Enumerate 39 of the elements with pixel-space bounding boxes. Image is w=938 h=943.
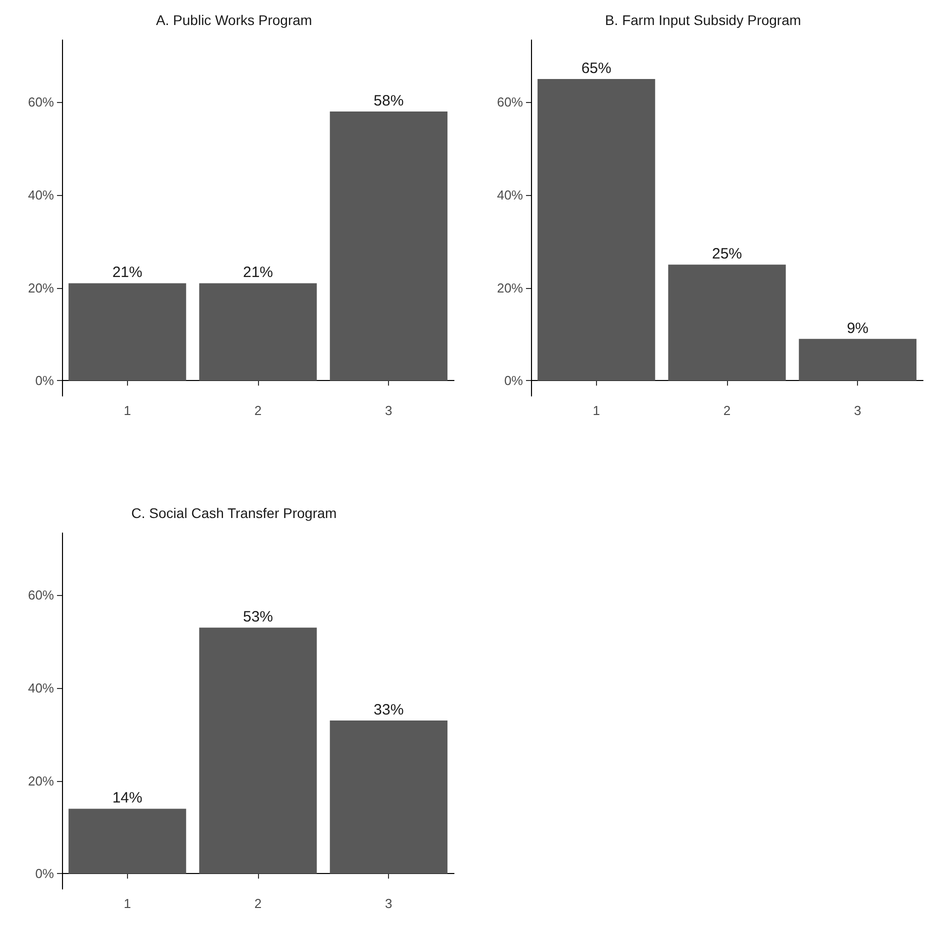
data-label: 21% xyxy=(112,264,142,282)
chart-title: B. Farm Input Subsidy Program xyxy=(604,12,802,28)
x-tick-label: 3 xyxy=(385,403,392,418)
y-tick-label: 0% xyxy=(504,373,524,388)
y-tick-label: 40% xyxy=(28,680,54,696)
chart-title: A. Public Works Program xyxy=(156,12,312,28)
data-label: 9% xyxy=(846,320,869,337)
y-tick-label: 60% xyxy=(496,94,524,110)
data-label: 53% xyxy=(242,608,274,626)
y-tick-label: 40% xyxy=(496,188,524,203)
bar xyxy=(330,720,448,874)
bar xyxy=(798,338,916,381)
bar xyxy=(668,264,786,381)
y-tick-label: 20% xyxy=(496,280,524,296)
data-label: 25% xyxy=(712,246,742,263)
data-label: 14% xyxy=(112,790,142,807)
y-tick-label: 0% xyxy=(35,373,54,388)
bar xyxy=(199,628,317,874)
x-tick-label: 2 xyxy=(254,896,262,911)
y-tick-label: 40% xyxy=(28,188,54,203)
y-tick-label: 0% xyxy=(35,866,54,882)
bar xyxy=(68,808,186,874)
y-tick-label: 20% xyxy=(28,280,54,296)
y-tick-label: 60% xyxy=(28,94,54,110)
x-tick-label: 1 xyxy=(124,896,131,911)
data-label: 21% xyxy=(242,264,274,282)
data-label: 33% xyxy=(374,702,404,719)
y-tick-label: 20% xyxy=(28,773,54,788)
x-tick-label: 1 xyxy=(124,403,131,418)
data-label: 58% xyxy=(374,92,404,110)
x-tick-label: 3 xyxy=(854,403,862,418)
x-tick-label: 1 xyxy=(592,403,600,418)
data-label: 65% xyxy=(581,60,612,77)
chart-title: C. Social Cash Transfer Program xyxy=(131,505,337,521)
bar xyxy=(538,78,656,381)
x-tick-label: 2 xyxy=(254,403,262,418)
x-tick-label: 3 xyxy=(385,896,392,911)
x-tick-label: 2 xyxy=(723,403,731,418)
y-tick-label: 60% xyxy=(28,588,54,603)
